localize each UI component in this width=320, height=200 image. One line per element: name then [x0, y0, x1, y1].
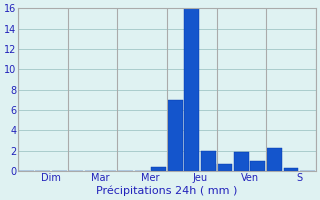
Bar [267, 148, 282, 171]
X-axis label: Précipitations 24h ( mm ): Précipitations 24h ( mm ) [96, 185, 237, 196]
Bar [151, 167, 166, 171]
Bar [201, 151, 216, 171]
Bar [184, 8, 199, 171]
Bar [251, 161, 265, 171]
Bar [217, 164, 232, 171]
Bar [284, 168, 299, 171]
Bar [168, 100, 183, 171]
Bar [234, 152, 249, 171]
